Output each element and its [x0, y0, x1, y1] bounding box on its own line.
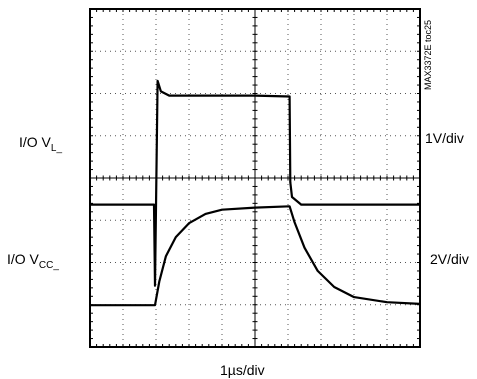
channel2-label-main: I/O V: [7, 251, 39, 267]
channel2-label: I/O VCC_: [7, 251, 59, 271]
figure-id-label: MAX3372E toc25: [423, 19, 433, 90]
trace-io-vcc: [90, 205, 421, 307]
channel2-label-sub: CC_: [38, 260, 59, 271]
channel1-label-main: I/O V: [19, 134, 51, 150]
channel2-scale: 2V/div: [430, 251, 469, 267]
channel1-label: I/O VL_: [19, 134, 63, 154]
trace-io-vl: [90, 79, 420, 287]
time-scale-label: 1µs/div: [220, 362, 265, 378]
channel1-scale: 1V/div: [425, 130, 464, 146]
channel1-label-sub: L_: [50, 143, 63, 154]
plot-border: [89, 8, 421, 348]
